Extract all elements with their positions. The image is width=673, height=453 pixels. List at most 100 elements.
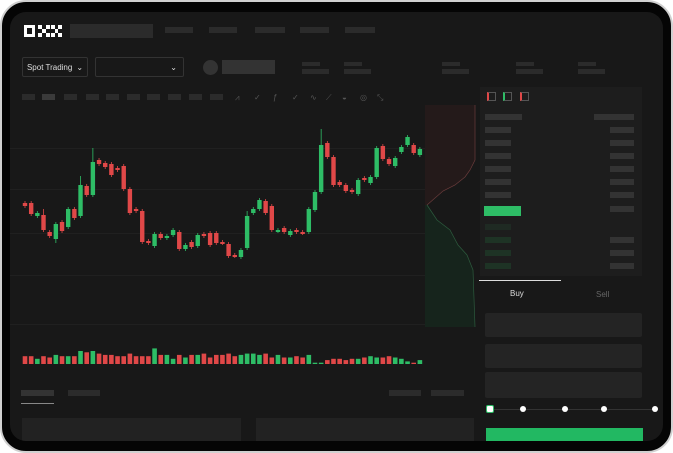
candle[interactable]	[133, 207, 139, 213]
candle[interactable]	[232, 253, 237, 258]
slider-step[interactable]	[562, 406, 568, 412]
pair-dropdown[interactable]: ⌄	[95, 57, 184, 77]
candle[interactable]	[115, 166, 120, 172]
amount-slider[interactable]	[490, 409, 656, 410]
candle[interactable]	[380, 144, 386, 161]
timeframe-button[interactable]	[22, 94, 35, 100]
indicator-icon[interactable]: ƒ	[273, 93, 278, 102]
candle[interactable]	[337, 180, 342, 187]
tab-buy[interactable]: Buy	[510, 289, 524, 298]
dropdown-icon[interactable]: ✓	[292, 93, 299, 102]
candle[interactable]	[65, 207, 71, 229]
candle[interactable]	[158, 232, 163, 240]
candle[interactable]	[59, 220, 65, 233]
candle[interactable]	[417, 147, 423, 157]
candle[interactable]	[53, 222, 59, 243]
candle[interactable]	[121, 164, 126, 191]
candle[interactable]	[244, 211, 250, 250]
timeframe-button[interactable]	[210, 94, 223, 100]
candle[interactable]	[207, 231, 213, 247]
candle[interactable]	[275, 228, 281, 233]
slider-handle[interactable]	[486, 405, 494, 413]
price-input[interactable]	[485, 313, 642, 337]
candle[interactable]	[72, 207, 77, 220]
nav-item[interactable]	[165, 27, 193, 33]
candle[interactable]	[41, 209, 46, 232]
candle[interactable]	[411, 143, 416, 155]
asks-icon[interactable]	[520, 92, 529, 101]
candle[interactable]	[362, 176, 367, 182]
candle[interactable]	[183, 243, 188, 251]
search-bar[interactable]	[70, 24, 153, 38]
buy-button[interactable]	[486, 428, 643, 441]
candle[interactable]	[127, 187, 133, 215]
candle[interactable]	[177, 230, 182, 251]
candle[interactable]	[22, 201, 28, 208]
candlestick-chart[interactable]	[10, 12, 663, 441]
wave-icon[interactable]: ✓	[254, 93, 261, 102]
candle[interactable]	[195, 233, 200, 248]
fullscreen-icon[interactable]: ⤡	[377, 93, 384, 102]
candle[interactable]	[405, 135, 410, 147]
candle[interactable]	[306, 207, 312, 234]
candle[interactable]	[109, 162, 114, 177]
candle[interactable]	[146, 239, 151, 245]
candle[interactable]	[331, 155, 336, 187]
target-icon[interactable]: ◎	[360, 93, 367, 102]
candle[interactable]	[257, 198, 262, 211]
candle[interactable]	[35, 211, 40, 218]
trend-icon[interactable]: ∿	[310, 93, 317, 102]
timeframe-button[interactable]	[64, 94, 77, 100]
candle[interactable]	[170, 228, 176, 237]
candle[interactable]	[103, 161, 108, 169]
candle[interactable]	[349, 188, 355, 194]
candle[interactable]	[368, 175, 373, 185]
timeframe-button[interactable]	[42, 94, 55, 100]
slider-step[interactable]	[601, 406, 607, 412]
candle[interactable]	[47, 230, 52, 238]
candle[interactable]	[318, 129, 324, 194]
candle[interactable]	[28, 201, 34, 216]
timeframe-button[interactable]	[189, 94, 202, 100]
timeframe-button[interactable]	[106, 94, 119, 100]
both-sides-icon[interactable]	[487, 92, 496, 101]
candle[interactable]	[189, 240, 194, 249]
candle[interactable]	[325, 141, 330, 159]
candle[interactable]	[220, 240, 225, 245]
timeframe-button[interactable]	[127, 94, 140, 100]
bids-icon[interactable]	[503, 92, 512, 101]
candle[interactable]	[238, 248, 244, 259]
candle[interactable]	[164, 234, 170, 240]
candle[interactable]	[226, 242, 231, 258]
candle[interactable]	[399, 145, 404, 154]
nav-item[interactable]	[209, 27, 237, 33]
nav-item[interactable]	[255, 27, 285, 33]
candle[interactable]	[393, 156, 398, 168]
candle[interactable]	[386, 157, 392, 166]
market-type-dropdown[interactable]: Spot Trading ⌄	[22, 57, 88, 77]
candle[interactable]	[96, 158, 102, 166]
candle[interactable]	[84, 184, 89, 197]
tab-sell[interactable]: Sell	[596, 290, 610, 299]
filter-button[interactable]	[389, 390, 421, 396]
candle[interactable]	[140, 209, 145, 244]
candle[interactable]	[343, 183, 349, 193]
tab-open-orders[interactable]	[21, 390, 54, 396]
candle[interactable]	[281, 226, 287, 234]
line-icon[interactable]: ⩘	[235, 93, 240, 102]
candle[interactable]	[78, 176, 83, 218]
candle[interactable]	[90, 148, 96, 197]
timeframe-button[interactable]	[86, 94, 99, 100]
candle[interactable]	[152, 232, 157, 248]
tab-order-history[interactable]	[68, 390, 100, 396]
candle[interactable]	[263, 199, 268, 215]
candle[interactable]	[288, 229, 293, 237]
timeframe-button[interactable]	[168, 94, 181, 100]
candle[interactable]	[201, 232, 207, 238]
slider-step[interactable]	[520, 406, 526, 412]
candle[interactable]	[300, 230, 305, 235]
amount-input[interactable]	[485, 344, 642, 368]
total-input[interactable]	[485, 372, 642, 398]
nav-item[interactable]	[345, 27, 375, 33]
ruler-icon[interactable]: ⟋	[326, 93, 332, 102]
